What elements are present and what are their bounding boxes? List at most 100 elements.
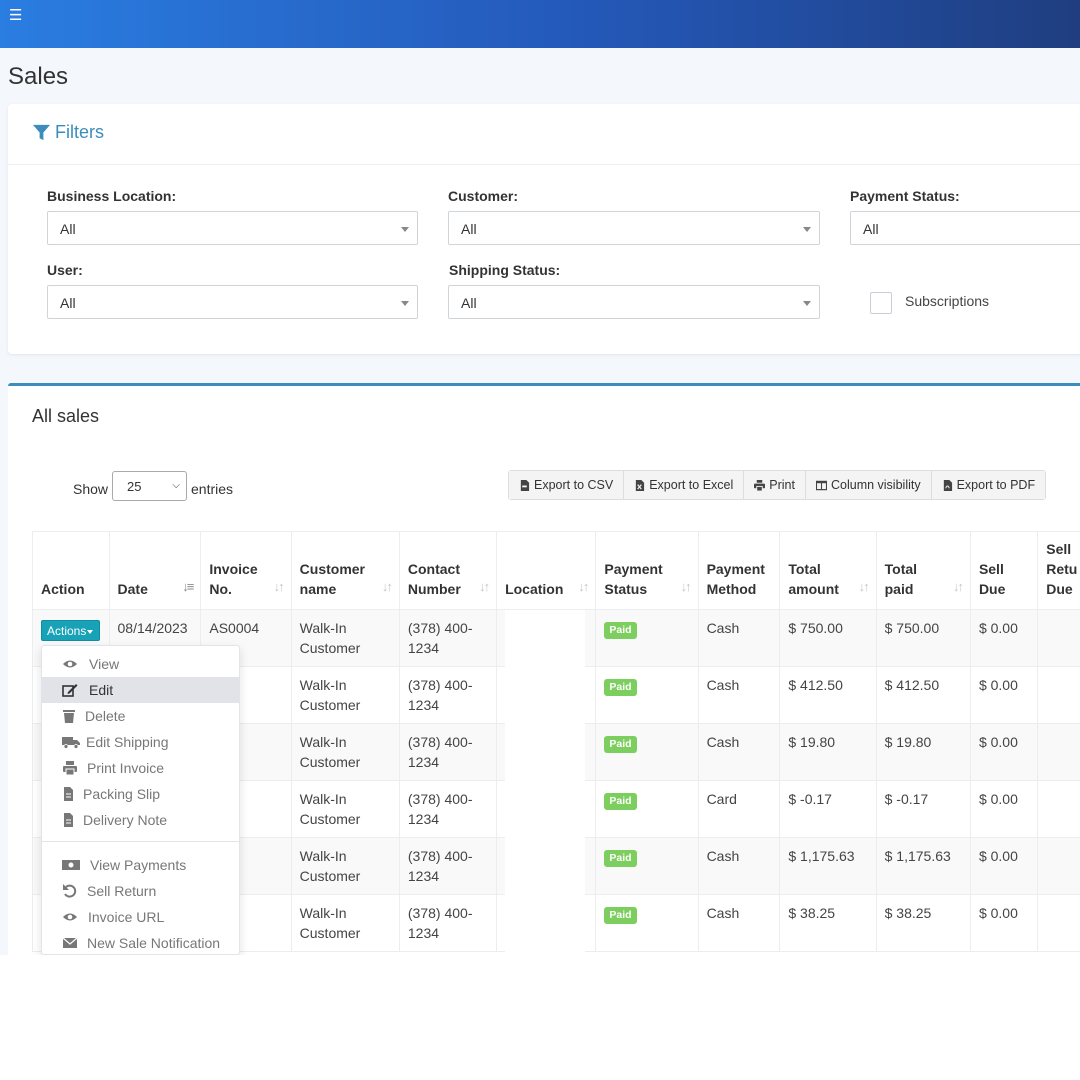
col-sell-return-due[interactable]: Sell Retu Due xyxy=(1037,531,1080,610)
cell-payment-status: Paid xyxy=(595,894,699,952)
subscriptions-label[interactable]: Subscriptions xyxy=(905,293,990,309)
menu-item-view[interactable]: View xyxy=(42,651,239,677)
actions-dropdown-menu: View Edit Delete Edit Shipping Print Inv… xyxy=(41,645,240,955)
col-payment-status[interactable]: Payment Status ↓↑ xyxy=(595,531,699,610)
export-csv-label: Export to CSV xyxy=(534,478,614,492)
status-badge[interactable]: Paid xyxy=(604,736,637,753)
col-action: Action xyxy=(32,531,110,610)
entries-per-page-select[interactable]: 25 ⌵ xyxy=(112,471,187,501)
status-badge[interactable]: Paid xyxy=(604,793,637,810)
location-column-overlay xyxy=(505,610,585,955)
sort-icon: ↓↑ xyxy=(578,579,589,594)
user-select[interactable]: All xyxy=(47,285,418,319)
cell-sell-return-due xyxy=(1037,609,1080,667)
cell-total-paid: $ 1,175.63 xyxy=(875,837,971,895)
file-pdf-icon xyxy=(943,479,952,491)
col-payment-method[interactable]: Payment Method xyxy=(697,531,781,610)
filters-toggle[interactable]: Filters xyxy=(32,122,104,143)
col-customer-name[interactable]: Customer name ↓↑ xyxy=(290,531,400,610)
cell-total-amount: $ 412.50 xyxy=(779,666,877,724)
payment-status-select[interactable]: All xyxy=(850,211,1080,245)
chevron-down-icon: ⌵ xyxy=(172,480,180,491)
menu-item-view-payments[interactable]: View Payments xyxy=(42,852,239,878)
business-location-select[interactable]: All xyxy=(47,211,418,245)
export-button-group: Export to CSV Export to Excel Print Colu… xyxy=(508,470,1047,500)
cell-sell-due: $ 0.00 xyxy=(969,894,1039,952)
cell-total-paid: $ 412.50 xyxy=(875,666,971,724)
cell-customer: Walk-In Customer xyxy=(290,609,400,667)
actions-button-label: Actions xyxy=(47,624,87,638)
status-badge[interactable]: Paid xyxy=(604,907,637,924)
cell-total-paid: $ 750.00 xyxy=(875,609,971,667)
cell-contact: (378) 400- 1234 xyxy=(398,723,498,781)
show-label: Show xyxy=(73,481,109,497)
truck-icon xyxy=(62,737,80,749)
status-badge[interactable]: Paid xyxy=(604,679,637,696)
sort-desc-icon: ↓≡ xyxy=(182,579,194,594)
menu-item-print-invoice[interactable]: Print Invoice xyxy=(42,755,239,781)
actions-button[interactable]: Actions xyxy=(41,620,100,641)
col-total-amount[interactable]: Total amount ↓↑ xyxy=(779,531,877,610)
cell-customer: Walk-In Customer xyxy=(290,780,400,838)
cell-sell-due: $ 0.00 xyxy=(969,723,1039,781)
all-sales-title: All sales xyxy=(32,406,100,426)
shipping-status-value: All xyxy=(461,295,477,311)
col-contact-number[interactable]: Contact Number ↓↑ xyxy=(398,531,498,610)
export-pdf-button[interactable]: Export to PDF xyxy=(931,471,1046,499)
menu-item-invoice-url[interactable]: Invoice URL xyxy=(42,904,239,930)
print-button[interactable]: Print xyxy=(744,471,806,499)
status-badge[interactable]: Paid xyxy=(604,622,637,639)
export-csv-button[interactable]: Export to CSV xyxy=(509,471,625,499)
divider xyxy=(8,164,1080,165)
col-total-paid[interactable]: Total paid ↓↑ xyxy=(875,531,971,610)
cell-total-amount: $ 19.80 xyxy=(779,723,877,781)
caret-down-icon xyxy=(401,227,409,232)
filters-heading: Filters xyxy=(55,122,104,142)
menu-item-packing-slip[interactable]: Packing Slip xyxy=(42,781,239,807)
hamburger-menu-icon[interactable]: ☰ xyxy=(9,7,23,24)
col-invoice-no[interactable]: Invoice No. ↓↑ xyxy=(200,531,292,610)
menu-item-edit[interactable]: Edit xyxy=(42,677,239,703)
file-excel-icon xyxy=(636,479,645,491)
export-excel-button[interactable]: Export to Excel xyxy=(624,471,745,499)
money-icon xyxy=(62,860,80,870)
cell-payment-status: Paid xyxy=(595,666,699,724)
cell-customer: Walk-In Customer xyxy=(290,837,400,895)
menu-item-sell-return[interactable]: Sell Return xyxy=(42,878,239,904)
menu-item-edit-shipping[interactable]: Edit Shipping xyxy=(42,729,239,755)
column-visibility-label: Column visibility xyxy=(830,478,921,492)
cell-contact: (378) 400- 1234 xyxy=(398,837,498,895)
cell-customer: Walk-In Customer xyxy=(290,894,400,952)
business-location-label: Business Location: xyxy=(47,188,177,204)
col-sell-due[interactable]: Sell Due xyxy=(969,531,1039,610)
status-badge[interactable]: Paid xyxy=(604,850,637,867)
cell-contact: (378) 400- 1234 xyxy=(398,609,498,667)
cell-payment-status: Paid xyxy=(595,723,699,781)
file-icon xyxy=(64,813,73,827)
payment-status-value: All xyxy=(863,221,879,237)
sort-icon: ↓↑ xyxy=(479,579,490,594)
customer-select[interactable]: All xyxy=(448,211,820,245)
menu-item-new-sale-notification[interactable]: New Sale Notification xyxy=(42,930,239,954)
blank-area xyxy=(0,955,1080,1080)
cell-sell-return-due xyxy=(1037,780,1080,838)
cell-customer: Walk-In Customer xyxy=(290,723,400,781)
shipping-status-select[interactable]: All xyxy=(448,285,820,319)
sort-icon: ↓↑ xyxy=(381,579,393,594)
subscriptions-checkbox[interactable] xyxy=(870,292,892,314)
col-date[interactable]: Date ↓≡ xyxy=(108,531,202,610)
cell-payment-method: Cash xyxy=(697,894,781,952)
customer-label: Customer: xyxy=(448,188,519,204)
column-visibility-button[interactable]: Column visibility xyxy=(805,471,932,499)
sort-icon: ↓↑ xyxy=(273,579,285,594)
col-location[interactable]: Location ↓↑ xyxy=(496,531,597,610)
menu-item-delivery-note[interactable]: Delivery Note xyxy=(42,807,239,833)
cell-total-paid: $ -0.17 xyxy=(875,780,971,838)
trash-icon xyxy=(63,710,75,723)
cell-total-amount: $ 1,175.63 xyxy=(779,837,877,895)
menu-item-delete[interactable]: Delete xyxy=(42,703,239,729)
caret-down-icon xyxy=(803,227,811,232)
entries-value: 25 xyxy=(127,479,142,494)
cell-sell-return-due xyxy=(1037,894,1080,952)
cell-sell-return-due xyxy=(1037,837,1080,895)
